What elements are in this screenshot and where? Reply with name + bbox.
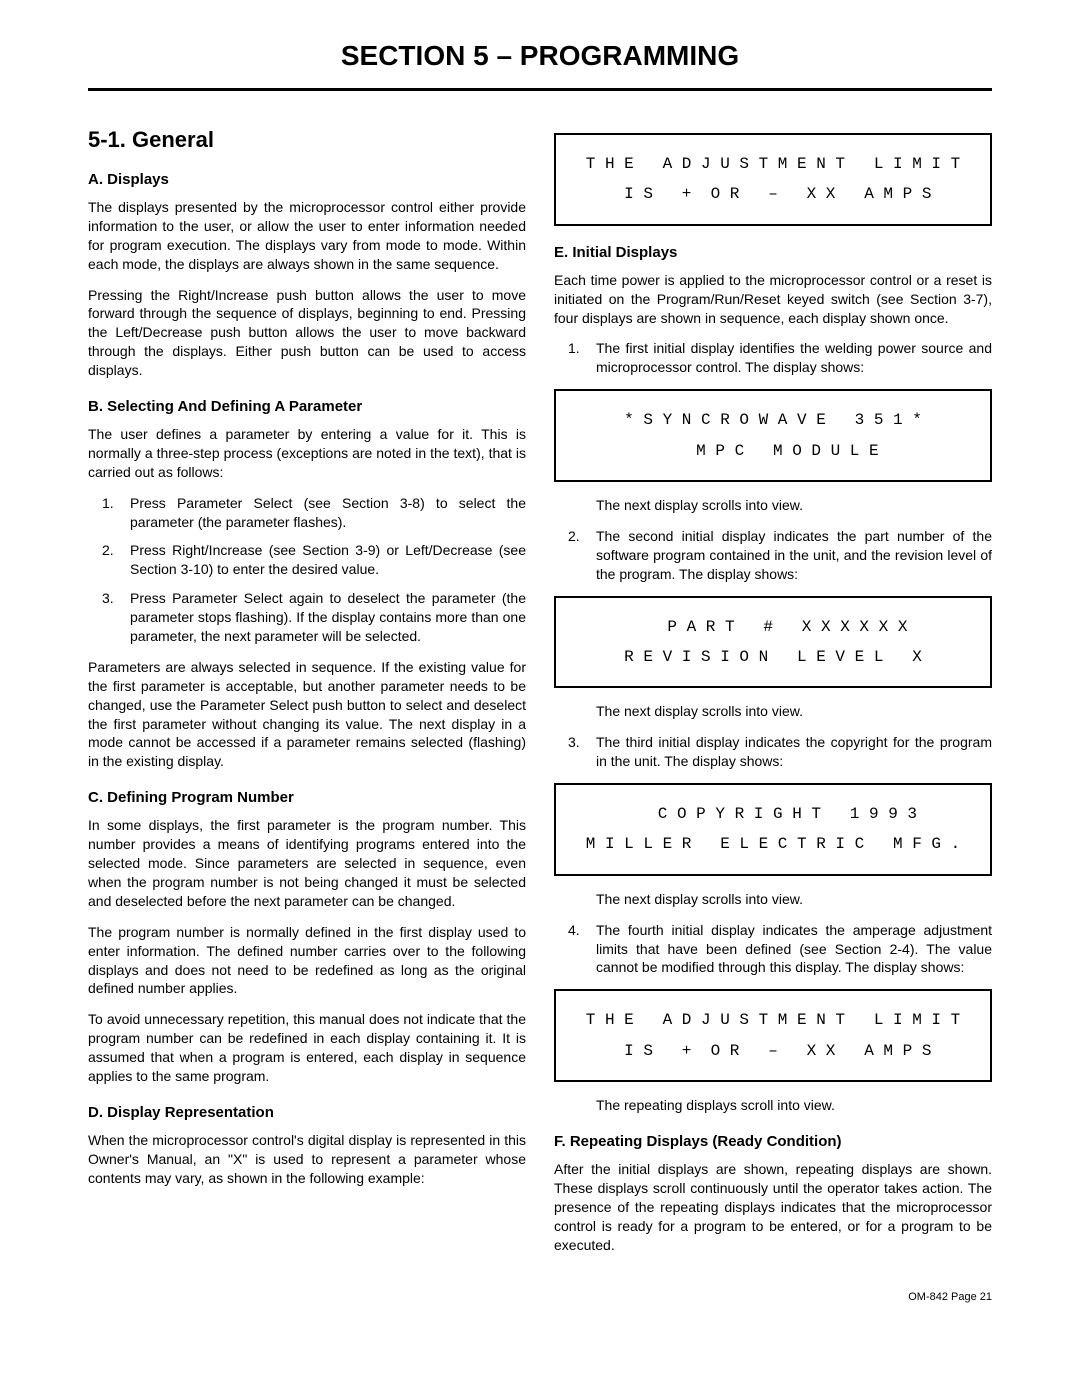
list-item: Press Parameter Select again to deselect… [88, 589, 526, 646]
para: When the microprocessor control's digita… [88, 1131, 526, 1188]
subsection-heading: 5-1. General [88, 127, 526, 153]
list-item: Press Parameter Select (see Section 3-8)… [88, 494, 526, 532]
para: Each time power is applied to the microp… [554, 271, 992, 328]
scroll-note: The repeating displays scroll into view. [554, 1096, 992, 1115]
list-item: The fourth initial display indicates the… [554, 921, 992, 978]
ordered-list: The second initial display indicates the… [554, 527, 992, 584]
ordered-list: The first initial display identifies the… [554, 339, 992, 377]
heading-b: B. Selecting And Defining A Parameter [88, 398, 526, 415]
para: In some displays, the first parameter is… [88, 816, 526, 910]
heading-f: F. Repeating Displays (Ready Condition) [554, 1133, 992, 1150]
para: To avoid unnecessary repetition, this ma… [88, 1010, 526, 1086]
ordered-list: Press Parameter Select (see Section 3-8)… [88, 494, 526, 646]
left-column: 5-1. General A. Displays The displays pr… [88, 127, 526, 1267]
display-box-example: T H E A D J U S T M E N T L I M I T I S … [554, 133, 992, 226]
para: After the initial displays are shown, re… [554, 1160, 992, 1254]
list-item: The third initial display indicates the … [554, 733, 992, 771]
heading-c: C. Defining Program Number [88, 789, 526, 806]
scroll-note: The next display scrolls into view. [554, 496, 992, 515]
display-box-syncrowave: * S Y N C R O W A V E 3 5 1 * M P C M O … [554, 389, 992, 482]
section-rule [88, 88, 992, 91]
ordered-list: The fourth initial display indicates the… [554, 921, 992, 978]
two-column-layout: 5-1. General A. Displays The displays pr… [88, 127, 992, 1267]
list-item: The first initial display identifies the… [554, 339, 992, 377]
scroll-note: The next display scrolls into view. [554, 890, 992, 909]
display-box-part: P A R T # X X X X X X R E V I S I O N L … [554, 596, 992, 689]
page-footer: OM-842 Page 21 [88, 1291, 992, 1303]
scroll-note: The next display scrolls into view. [554, 702, 992, 721]
para: Parameters are always selected in sequen… [88, 658, 526, 771]
right-column: T H E A D J U S T M E N T L I M I T I S … [554, 127, 992, 1267]
heading-a: A. Displays [88, 171, 526, 188]
heading-d: D. Display Representation [88, 1104, 526, 1121]
para: The displays presented by the microproce… [88, 198, 526, 274]
para: The program number is normally defined i… [88, 923, 526, 999]
section-title: SECTION 5 – PROGRAMMING [88, 40, 992, 72]
display-box-limit: T H E A D J U S T M E N T L I M I T I S … [554, 989, 992, 1082]
para: The user defines a parameter by entering… [88, 425, 526, 482]
heading-e: E. Initial Displays [554, 244, 992, 261]
list-item: Press Right/Increase (see Section 3-9) o… [88, 541, 526, 579]
ordered-list: The third initial display indicates the … [554, 733, 992, 771]
para: Pressing the Right/Increase push button … [88, 286, 526, 380]
list-item: The second initial display indicates the… [554, 527, 992, 584]
display-box-copyright: C O P Y R I G H T 1 9 9 3 M I L L E R E … [554, 783, 992, 876]
